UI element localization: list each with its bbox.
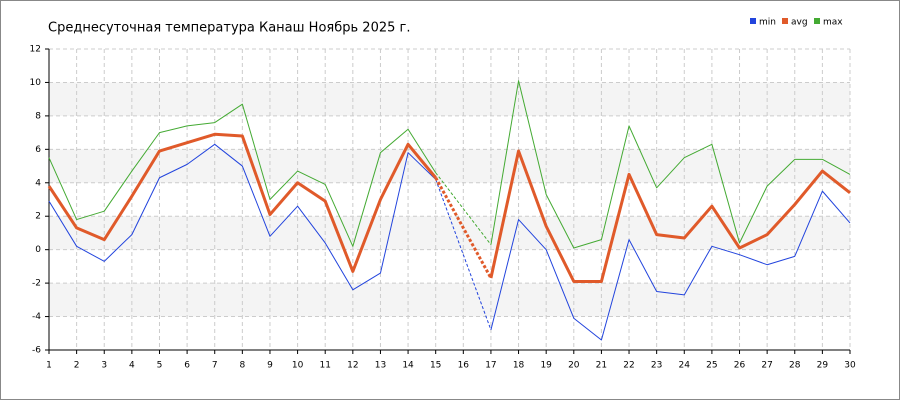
x-tick-label: 3: [101, 361, 107, 371]
chart-title: Среднесуточная температура Канаш Ноябрь …: [48, 21, 410, 36]
y-tick-label: 0: [35, 245, 41, 255]
x-tick-label: 22: [623, 361, 634, 371]
legend-label: min: [759, 18, 776, 28]
x-tick-label: 17: [485, 361, 496, 371]
x-tick-label: 4: [129, 361, 135, 371]
x-tick-label: 5: [157, 361, 163, 371]
x-tick-label: 9: [267, 361, 273, 371]
band: [49, 283, 850, 317]
legend-swatch: [814, 18, 820, 24]
x-tick-label: 30: [844, 361, 856, 371]
band: [49, 82, 850, 116]
x-tick-label: 14: [402, 361, 414, 371]
x-tick-label: 26: [734, 361, 746, 371]
x-tick-label: 6: [184, 361, 190, 371]
x-tick-label: 23: [651, 361, 662, 371]
legend-swatch: [750, 18, 756, 24]
x-tick-label: 24: [679, 361, 691, 371]
series-line: [47, 132, 851, 283]
x-tick-label: 2: [74, 361, 80, 371]
y-tick-label: 2: [35, 212, 41, 222]
x-tick-label: 21: [596, 361, 607, 371]
x-tick-label: 25: [706, 361, 717, 371]
gap-line: [434, 177, 493, 279]
gap-line: [435, 179, 492, 331]
x-tick-label: 29: [817, 361, 829, 371]
y-tick-label: -6: [32, 346, 41, 356]
x-tick-label: 15: [430, 361, 441, 371]
y-tick-label: -2: [32, 279, 41, 289]
y-tick-label: 4: [35, 178, 41, 188]
x-tick-label: 8: [239, 361, 245, 371]
x-tick-label: 7: [212, 361, 218, 371]
x-tick-label: 11: [319, 361, 330, 371]
band: [49, 149, 850, 183]
legend-label: max: [823, 18, 843, 28]
y-tick-label: -4: [32, 312, 41, 322]
gap-line: [435, 172, 492, 245]
x-tick-label: 28: [789, 361, 801, 371]
x-tick-label: 13: [375, 361, 386, 371]
x-tick-label: 10: [292, 361, 304, 371]
y-tick-label: 10: [30, 78, 42, 88]
y-tick-label: 12: [30, 45, 41, 55]
y-tick-label: 6: [35, 145, 41, 155]
x-tick-label: 1: [46, 361, 52, 371]
band: [49, 216, 850, 250]
legend-swatch: [782, 18, 788, 24]
x-tick-label: 19: [540, 361, 552, 371]
series-line: [48, 80, 851, 249]
x-tick-label: 16: [458, 361, 470, 371]
series-line: [48, 143, 851, 341]
x-tick-label: 20: [568, 361, 580, 371]
legend-label: avg: [791, 18, 808, 28]
x-tick-label: 12: [347, 361, 358, 371]
y-tick-label: 8: [35, 111, 41, 121]
x-tick-label: 27: [761, 361, 772, 371]
x-tick-label: 18: [513, 361, 525, 371]
